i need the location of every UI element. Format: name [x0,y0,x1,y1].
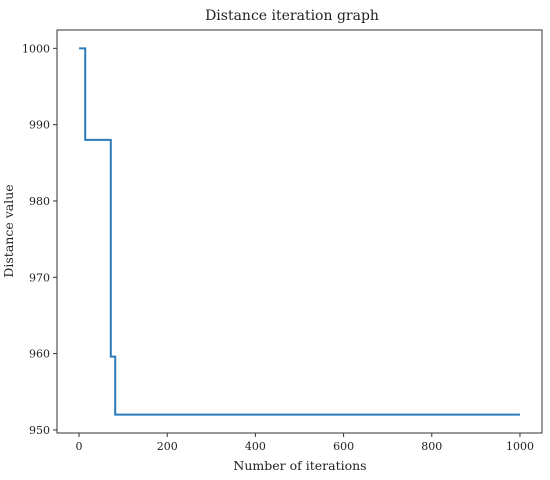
y-tick-label: 980 [29,195,50,208]
y-axis: 950 960 970 980 990 1000 [22,42,57,437]
x-tick-label: 400 [245,440,266,453]
x-tick-label: 800 [421,440,442,453]
x-tick-label: 1000 [506,440,534,453]
y-tick-label: 950 [29,424,50,437]
y-tick-label: 960 [29,348,50,361]
x-tick-label: 600 [333,440,354,453]
y-tick-label: 990 [29,119,50,132]
plot-frame [56,29,543,434]
x-tick-label: 200 [157,440,178,453]
x-axis: 0 200 400 600 800 1000 [76,433,534,453]
chart-title: Distance iteration graph [205,8,379,24]
y-axis-label: Distance value [1,184,16,277]
y-tick-label: 1000 [22,42,50,55]
x-tick-label: 0 [76,440,83,453]
y-tick-label: 970 [29,271,50,284]
distance-series-line [79,47,520,416]
x-axis-label: Number of iterations [233,458,366,473]
